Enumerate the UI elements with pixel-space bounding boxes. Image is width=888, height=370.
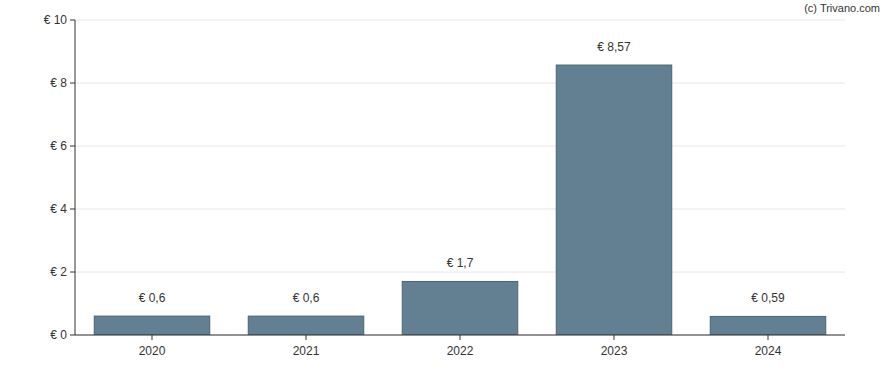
chart-container: € 0 € 2 € 4 € 6 € 8 € 10 € 0,6 € 0,6 € 1,7 € 8,57… [0,0,888,370]
bar [710,316,826,335]
x-tick-label: 2020 [139,344,166,358]
y-tick [70,335,75,336]
grid-line [75,83,845,84]
y-tick-label: € 4 [50,202,67,216]
data-label: € 8,57 [597,40,631,54]
y-tick-label: € 0 [50,328,67,342]
x-tick [460,335,461,340]
y-tick [70,272,75,273]
data-label: € 0,59 [751,291,785,305]
grid-line [75,209,845,210]
credit: (c) Trivano.com [804,2,880,14]
x-tick-label: 2021 [293,344,320,358]
y-tick-label: € 2 [50,265,67,279]
data-label: € 0,6 [293,291,320,305]
y-tick-label: € 6 [50,139,67,153]
x-tick-label: 2023 [601,344,628,358]
y-tick [70,146,75,147]
x-tick [768,335,769,340]
x-tick [152,335,153,340]
y-tick [70,20,75,21]
bar [556,65,672,335]
y-tick [70,83,75,84]
y-axis [75,20,76,335]
x-tick [614,335,615,340]
grid-line [75,20,845,21]
data-label: € 0,6 [139,291,166,305]
y-tick [70,209,75,210]
grid-line [75,272,845,273]
bar [94,316,210,335]
grid-line [75,146,845,147]
y-tick-label: € 10 [44,13,68,27]
bars [94,65,826,335]
data-label: € 1,7 [447,256,474,270]
x-tick-label: 2022 [447,344,474,358]
x-tick [306,335,307,340]
chart: € 0 € 2 € 4 € 6 € 8 € 10 € 0,6 € 0,6 € 1,7 € 8,57… [0,0,888,370]
bar [402,281,518,335]
y-tick-label: € 8 [50,76,67,90]
bar [248,316,364,335]
x-tick-label: 2024 [755,344,782,358]
